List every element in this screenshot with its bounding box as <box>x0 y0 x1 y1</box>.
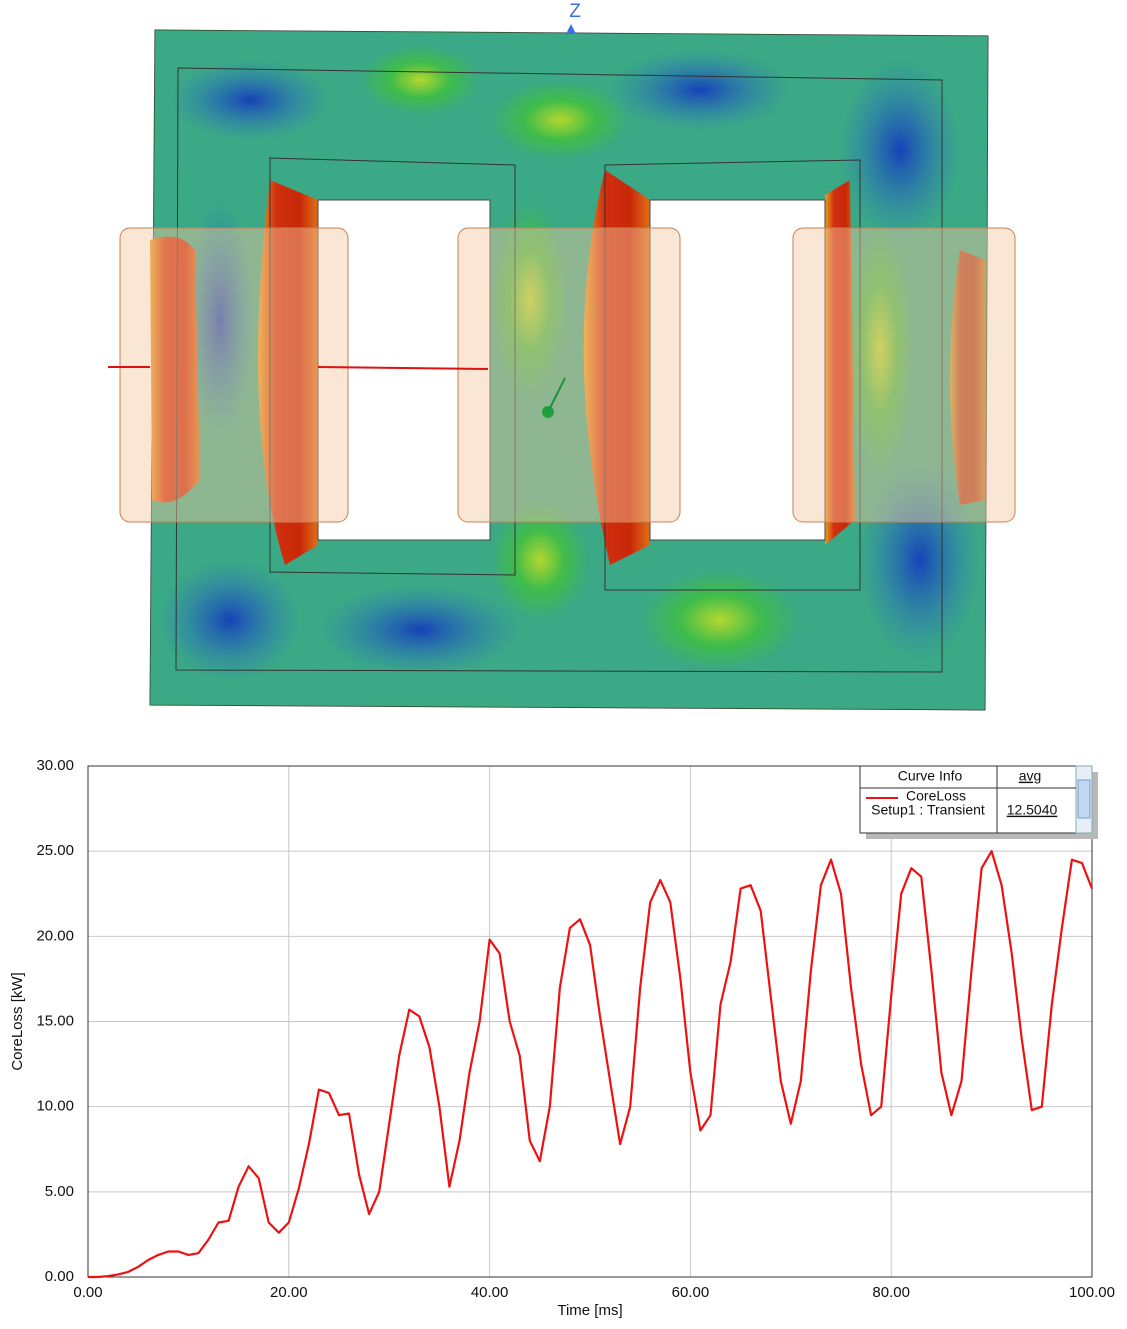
chart: 0.00 5.00 10.00 15.00 20.00 25.00 30.00 0.00 20.… <box>9 757 1115 1319</box>
field-patches <box>160 45 980 680</box>
coils <box>119 227 1016 523</box>
legend <box>859 765 1077 834</box>
y-tick-label: 15.00 <box>36 1012 74 1029</box>
legend-header: Curve Info <box>898 768 963 784</box>
plot-border <box>87 765 1093 1278</box>
legend-entry: CoreLoss <box>906 788 966 804</box>
x-tick-label: 40.00 <box>471 1284 509 1301</box>
y-tick-label: 20.00 <box>36 927 74 944</box>
x-tick-label: 0.00 <box>73 1284 102 1301</box>
y-tick-label: 30.00 <box>36 757 74 774</box>
x-axis-label: Time [ms] <box>557 1302 622 1319</box>
data-line <box>88 850 1094 1279</box>
edges <box>175 67 943 673</box>
window <box>649 199 826 541</box>
legend-header: avg <box>1019 768 1042 784</box>
x-tick-label: 100.00 <box>1069 1284 1115 1301</box>
y-tick-label: 5.00 <box>45 1183 74 1200</box>
core-view: Z <box>108 1 1016 711</box>
probe-line <box>317 366 489 370</box>
hot-zone <box>258 180 318 565</box>
legend-avg: 12.5040 <box>1007 802 1058 818</box>
axis-arrow <box>547 377 566 413</box>
y-axis-label: CoreLoss [kW] <box>9 972 26 1070</box>
hot-zone <box>950 250 985 505</box>
x-tick-label: 80.00 <box>872 1284 910 1301</box>
y-tick-label: 10.00 <box>36 1098 74 1115</box>
window <box>317 199 491 541</box>
axis-label: Z <box>569 1 581 22</box>
hot-zone <box>583 170 650 565</box>
scroll-thumb <box>1077 779 1091 819</box>
x-tick-label: 20.00 <box>270 1284 308 1301</box>
hot-zone <box>150 236 200 503</box>
legend-context: Setup1 : Transient <box>871 802 985 818</box>
y-tick-label: 25.00 <box>36 842 74 859</box>
x-tick-label: 60.00 <box>672 1284 710 1301</box>
z-arrow <box>566 24 576 34</box>
y-tick-label: 0.00 <box>45 1268 74 1285</box>
hot-zone <box>825 180 855 545</box>
